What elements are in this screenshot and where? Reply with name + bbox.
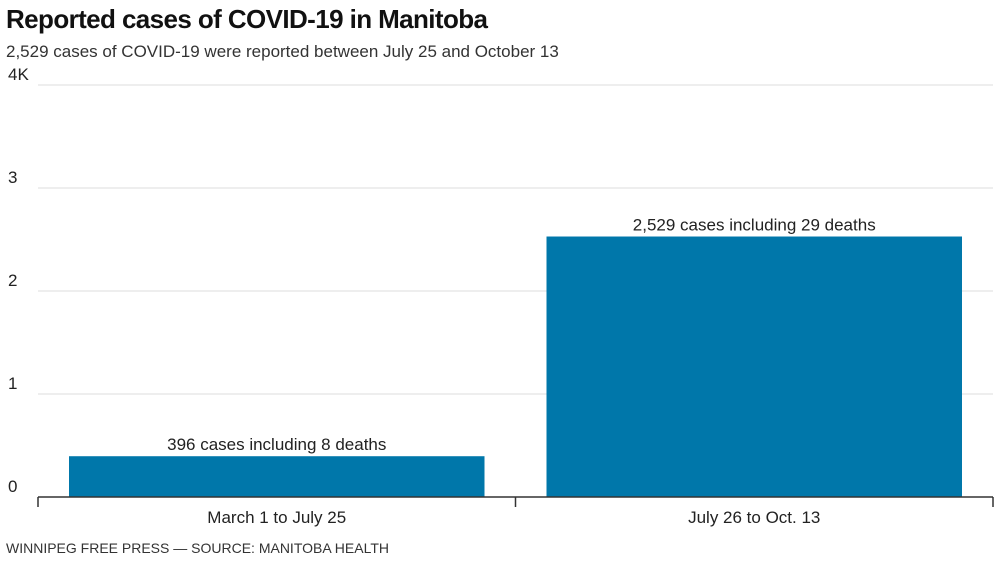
y-tick-label: 2	[8, 271, 17, 290]
source-credit: WINNIPEG FREE PRESS — SOURCE: MANITOBA H…	[6, 540, 389, 556]
bars	[69, 236, 962, 497]
x-axis	[37, 496, 994, 507]
y-axis-tick-labels: 0 1 2 3 4K	[8, 65, 29, 496]
x-category-label: March 1 to July 25	[207, 508, 346, 527]
x-category-label: July 26 to Oct. 13	[688, 508, 820, 527]
y-tick-label: 3	[8, 168, 17, 187]
data-labels: 396 cases including 8 deaths 2,529 cases …	[167, 216, 876, 455]
bar-data-label: 396 cases including 8 deaths	[167, 435, 386, 454]
y-tick-label: 0	[8, 477, 17, 496]
bar	[546, 236, 962, 497]
chart-title: Reported cases of COVID-19 in Manitoba	[6, 4, 488, 34]
bar-data-label: 2,529 cases including 29 deaths	[633, 216, 876, 235]
x-axis-category-labels: March 1 to July 25 July 26 to Oct. 13	[207, 508, 820, 527]
y-tick-label: 1	[8, 374, 17, 393]
bar	[69, 456, 485, 497]
chart-subtitle: 2,529 cases of COVID-19 were reported be…	[6, 42, 559, 61]
y-tick-label: 4K	[8, 65, 29, 84]
